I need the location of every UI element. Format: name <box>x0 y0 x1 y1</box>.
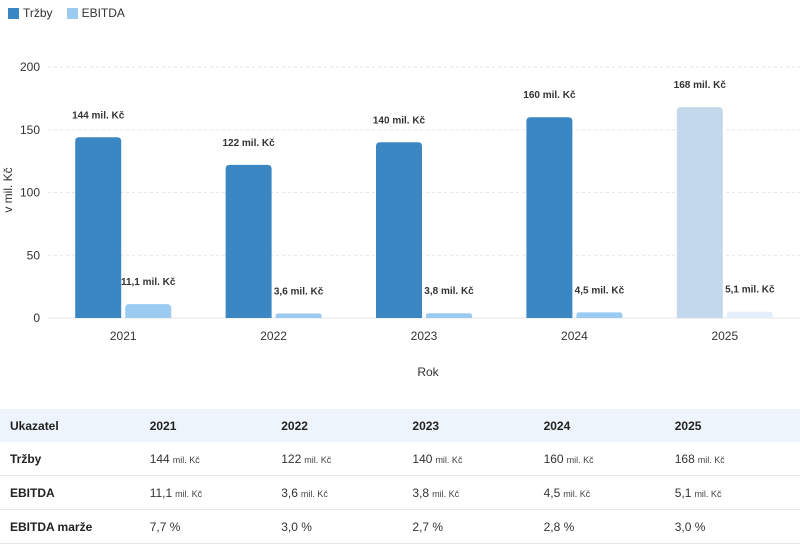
table-cell: 3,8 mil. Kč <box>406 475 538 510</box>
cell-unit: mil. Kč <box>435 454 463 465</box>
cell-value: 168 <box>674 451 695 466</box>
legend-item-ebitda[interactable]: EBITDA <box>66 6 125 20</box>
bar-ebitda-2025[interactable] <box>726 311 773 318</box>
table-cell: 3,0 % <box>668 509 800 544</box>
y-tick-label: 200 <box>20 60 40 74</box>
bar-trzby-2022[interactable] <box>225 164 272 318</box>
cell-unit: mil. Kč <box>563 488 591 499</box>
cell-value: 140 <box>412 451 433 466</box>
legend-swatch-trzby <box>8 7 19 19</box>
data-label: 140 mil. Kč <box>373 115 426 126</box>
cell-value: 3,0 % <box>281 519 312 534</box>
data-label: 4,5 mil. Kč <box>575 285 625 296</box>
table-cell: 168 mil. Kč <box>668 442 800 476</box>
data-label: 160 mil. Kč <box>523 90 576 101</box>
table-header-cell: 2021 <box>143 409 276 442</box>
data-label: 11,1 mil. Kč <box>121 277 176 288</box>
table-cell: 3,0 % <box>275 509 407 544</box>
table-cell: 2,8 % <box>537 509 669 544</box>
cell-value: 2,7 % <box>412 519 444 534</box>
table-cell: 144 mil. Kč <box>143 442 276 476</box>
x-axis-label: Rok <box>417 365 439 379</box>
cell-unit: mil. Kč <box>566 454 594 465</box>
cell-value: 122 <box>281 451 302 466</box>
legend-label-trzby: Tržby <box>23 6 53 20</box>
x-tick-label: 2025 <box>711 329 738 343</box>
cell-unit: mil. Kč <box>432 488 460 499</box>
bar-ebitda-2024[interactable] <box>576 312 623 318</box>
data-label: 122 mil. Kč <box>222 138 275 149</box>
row-label: EBITDA <box>0 475 144 510</box>
bar-ebitda-2021[interactable] <box>125 304 172 318</box>
table-cell: 11,1 mil. Kč <box>143 475 276 510</box>
x-axis-ticks: 2021 2022 2023 2024 2025 <box>110 329 739 343</box>
bars <box>75 107 773 318</box>
cell-unit: mil. Kč <box>304 454 332 465</box>
table-row: Tržby 144 mil. Kč 122 mil. Kč 140 mil. Kč 1… <box>0 442 800 476</box>
cell-value: 144 <box>149 451 170 466</box>
table-row: EBITDA marže 7,7 % 3,0 % 2,7 % 2,8 % 3,0… <box>0 509 800 544</box>
x-tick-label: 2023 <box>411 329 438 343</box>
data-label: 3,8 mil. Kč <box>424 286 474 297</box>
bar-trzby-2025[interactable] <box>676 107 723 318</box>
y-tick-label: 100 <box>20 186 40 200</box>
table-cell: 2,7 % <box>406 509 538 544</box>
cell-value: 3,6 <box>281 485 298 500</box>
x-tick-label: 2024 <box>561 329 588 343</box>
legend-swatch-ebitda <box>66 7 78 19</box>
row-label: EBITDA marže <box>0 509 144 544</box>
table-row: EBITDA 11,1 mil. Kč 3,6 mil. Kč 3,8 mil. Kč… <box>0 475 800 510</box>
data-label: 168 mil. Kč <box>674 80 727 91</box>
table-cell: 122 mil. Kč <box>275 442 407 476</box>
data-labels: 144 mil. Kč 11,1 mil. Kč 122 mil. Kč 3,6 mi… <box>72 80 775 297</box>
cell-unit: mil. Kč <box>300 488 328 499</box>
row-label: Tržby <box>0 442 144 476</box>
y-tick-label: 0 <box>33 311 40 325</box>
cell-unit: mil. Kč <box>694 488 722 499</box>
table-cell: 140 mil. Kč <box>406 442 538 476</box>
legend-item-trzby[interactable]: Tržby <box>8 6 53 20</box>
legend-label-ebitda: EBITDA <box>81 6 125 20</box>
bar-ebitda-2023[interactable] <box>426 313 472 318</box>
x-tick-label: 2022 <box>260 329 287 343</box>
cell-value: 3,0 % <box>674 519 706 534</box>
table-cell: 4,5 mil. Kč <box>537 475 669 510</box>
y-axis-ticks: 0 50 100 150 200 <box>20 60 40 325</box>
bar-trzby-2021[interactable] <box>75 137 122 318</box>
data-label: 3,6 mil. Kč <box>274 286 324 297</box>
cell-value: 7,7 % <box>149 519 181 534</box>
y-axis-label: v mil. Kč <box>1 167 15 212</box>
table-header-cell: 2024 <box>537 409 669 442</box>
cell-value: 5,1 <box>674 485 692 500</box>
table-header-cell: 2025 <box>668 409 800 442</box>
grid-lines <box>48 66 800 319</box>
bar-ebitda-2022[interactable] <box>275 313 322 318</box>
table-header-cell: 2022 <box>275 409 407 442</box>
cell-value: 4,5 <box>543 485 561 500</box>
table-cell: 7,7 % <box>143 509 276 544</box>
table-header-cell: 2023 <box>406 409 538 442</box>
chart-legend: Tržby EBITDA <box>8 6 125 20</box>
cell-unit: mil. Kč <box>175 488 203 499</box>
cell-value: 11,1 <box>149 485 173 500</box>
table-cell: 160 mil. Kč <box>537 442 669 476</box>
y-tick-label: 150 <box>20 123 40 137</box>
cell-value: 3,8 <box>412 485 430 500</box>
table-header-row: Ukazatel 2021 2022 2023 2024 2025 <box>0 409 800 442</box>
data-label: 5,1 mil. Kč <box>725 285 775 296</box>
bar-trzby-2023[interactable] <box>376 142 422 318</box>
table-header-cell: Ukazatel <box>0 409 144 442</box>
table-cell: 5,1 mil. Kč <box>668 475 800 510</box>
cell-value: 2,8 % <box>543 519 575 534</box>
cell-unit: mil. Kč <box>172 454 200 465</box>
bar-chart: 0 50 100 150 200 144 mil. Kč 11,1 mil. Kč 122 … <box>1 60 800 379</box>
data-label: 144 mil. Kč <box>72 110 125 121</box>
cell-value: 160 <box>543 451 564 466</box>
y-tick-label: 50 <box>27 248 41 262</box>
data-table: Ukazatel 2021 2022 2023 2024 2025 Tržby … <box>0 409 800 544</box>
x-tick-label: 2021 <box>110 329 137 343</box>
bar-trzby-2024[interactable] <box>526 117 573 318</box>
table-cell: 3,6 mil. Kč <box>275 475 407 510</box>
cell-unit: mil. Kč <box>697 454 725 465</box>
